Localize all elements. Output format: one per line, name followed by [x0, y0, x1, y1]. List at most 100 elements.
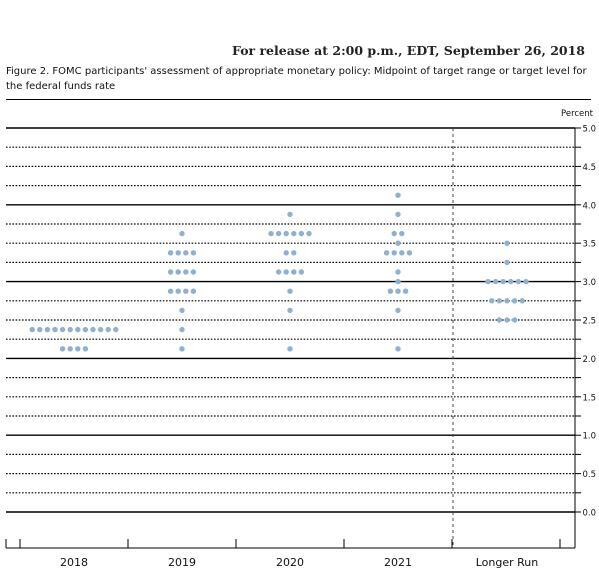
participant-dot	[511, 317, 518, 323]
participant-dot	[496, 317, 503, 323]
participant-dot	[190, 269, 197, 275]
y-tick-label: 3.5	[582, 240, 596, 250]
participant-dot	[190, 288, 197, 294]
participant-dot	[59, 326, 66, 333]
participant-dot	[44, 326, 51, 333]
x-category-label: 2019	[168, 556, 196, 569]
title-rule	[6, 99, 591, 100]
y-tick-label: 3.0	[582, 278, 596, 288]
participant-dot	[515, 278, 522, 285]
y-tick-label: 1.5	[582, 393, 596, 403]
participant-dot	[97, 326, 104, 333]
participant-dot	[283, 230, 289, 237]
participant-dot	[395, 307, 401, 314]
participant-dot	[90, 326, 96, 333]
participant-dot	[283, 250, 289, 256]
participant-dot	[287, 211, 293, 218]
participant-dot	[287, 346, 293, 352]
participant-dot	[275, 269, 282, 275]
participant-dot	[504, 259, 510, 266]
y-tick-label: 4.5	[582, 163, 596, 173]
participant-dot	[29, 326, 35, 333]
participant-dot	[391, 230, 397, 237]
participant-dot	[287, 288, 293, 294]
participant-dot	[287, 307, 293, 314]
participant-dot	[183, 269, 189, 275]
participant-dot	[175, 288, 181, 294]
x-category-label: 2018	[60, 556, 88, 569]
y-tick-label: 5.0	[582, 125, 596, 135]
y-tick-label: 0.5	[582, 470, 596, 480]
participant-dot	[179, 307, 185, 314]
participant-dot	[82, 346, 89, 352]
participant-dot	[275, 230, 282, 237]
participant-dot	[291, 269, 297, 275]
y-tick-label: 1.0	[582, 432, 596, 442]
participant-dot	[395, 278, 401, 285]
participant-dot	[183, 250, 189, 256]
participant-dot	[167, 250, 174, 256]
participant-dot	[387, 288, 394, 294]
participant-dot	[167, 269, 174, 275]
participant-dot	[291, 250, 297, 256]
participant-dot	[37, 326, 43, 333]
participant-dot	[504, 298, 510, 304]
participant-dot	[500, 278, 506, 285]
participant-dot	[113, 326, 119, 333]
participant-dot	[291, 230, 297, 237]
participant-dot	[395, 240, 401, 246]
participant-dot	[523, 278, 529, 285]
participant-dot	[75, 326, 81, 333]
participant-dot	[268, 230, 274, 237]
participant-dot	[183, 288, 189, 294]
participant-dot	[395, 211, 401, 218]
participant-dot	[167, 288, 174, 294]
participant-dot	[190, 250, 197, 256]
participant-dot	[67, 326, 73, 333]
release-note: For release at 2:00 p.m., EDT, September…	[232, 43, 585, 58]
participant-dot	[504, 240, 510, 246]
participant-dot	[492, 278, 499, 285]
participant-dot	[402, 288, 409, 294]
participant-dot	[395, 192, 401, 198]
participant-dot	[298, 269, 305, 275]
participant-dot	[406, 250, 413, 256]
y-tick-label: 2.5	[582, 317, 596, 327]
participant-dot	[82, 326, 89, 333]
participant-dot	[391, 250, 397, 256]
participant-dot	[399, 230, 405, 237]
participant-dot	[508, 278, 514, 285]
participant-dot	[395, 346, 401, 352]
participant-dot	[179, 346, 185, 352]
x-category-label: 2021	[384, 556, 412, 569]
participant-dot	[395, 269, 401, 275]
participant-dot	[496, 298, 503, 304]
x-category-label: 2020	[276, 556, 304, 569]
participant-dot	[519, 298, 525, 304]
y-axis-unit-label: Percent	[561, 109, 593, 119]
participant-dot	[175, 269, 181, 275]
participant-dot	[105, 326, 111, 333]
participant-dot	[489, 298, 495, 304]
participant-dot	[395, 288, 401, 294]
participant-dot	[485, 278, 491, 285]
participant-dot	[504, 317, 510, 323]
participant-dot	[383, 250, 390, 256]
participant-dot	[52, 326, 58, 333]
participant-dot	[179, 326, 185, 333]
y-tick-label: 0.0	[582, 509, 596, 519]
x-category-label: Longer Run	[476, 556, 539, 569]
participant-dot	[306, 230, 312, 237]
participant-dot	[67, 346, 73, 352]
figure-title: Figure 2. FOMC participants' assessment …	[6, 66, 587, 92]
y-tick-label: 4.0	[582, 201, 596, 211]
participant-dot	[179, 230, 185, 237]
y-tick-label: 2.0	[582, 355, 596, 365]
participant-dot	[75, 346, 81, 352]
participant-dot	[399, 250, 405, 256]
participant-dot	[59, 346, 66, 352]
participant-dot	[175, 250, 181, 256]
participant-dot	[298, 230, 305, 237]
participant-dot	[283, 269, 289, 275]
